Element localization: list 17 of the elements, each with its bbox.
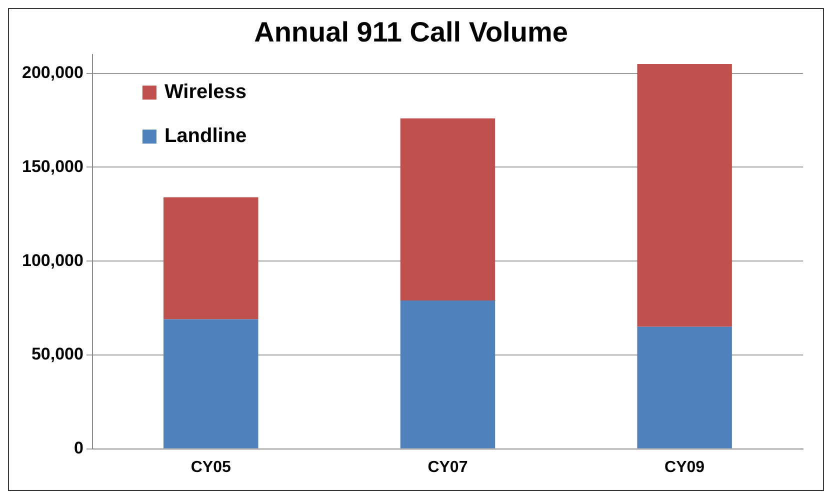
y-tick-label: 150,000	[22, 156, 84, 176]
bar	[164, 197, 258, 320]
y-tick-label: 50,000	[31, 344, 84, 364]
y-tick-label: 200,000	[22, 63, 84, 82]
y-tick-label: 100,000	[22, 250, 84, 270]
chart-title: Annual 911 Call Volume	[254, 16, 568, 48]
legend-label: Landline	[164, 125, 247, 148]
bar	[637, 64, 732, 327]
x-tick-label: CY09	[664, 458, 705, 476]
bar	[400, 300, 496, 448]
bar	[637, 326, 732, 448]
y-tick-label: 0	[74, 438, 84, 458]
bar	[164, 319, 258, 448]
bar	[400, 118, 496, 301]
x-tick-label: CY07	[428, 458, 468, 476]
x-tick-label: CY05	[190, 458, 231, 476]
legend-label: Wireless	[164, 81, 247, 104]
